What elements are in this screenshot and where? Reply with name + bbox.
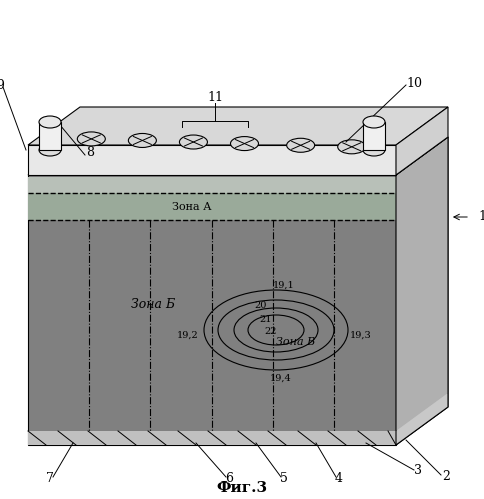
Text: 6: 6	[225, 473, 233, 486]
Text: 3: 3	[414, 464, 422, 477]
Text: 19,3: 19,3	[350, 330, 372, 339]
Ellipse shape	[287, 138, 315, 152]
Polygon shape	[28, 431, 396, 445]
Polygon shape	[396, 137, 448, 431]
Text: 8: 8	[86, 147, 94, 160]
Text: 1: 1	[478, 211, 484, 224]
Polygon shape	[396, 393, 448, 445]
Text: 7: 7	[46, 473, 54, 486]
Polygon shape	[396, 107, 448, 175]
Text: Зона А: Зона А	[172, 202, 212, 212]
Text: 19,4: 19,4	[270, 373, 292, 383]
Text: 21: 21	[260, 315, 272, 324]
Ellipse shape	[39, 144, 61, 156]
Text: 19,1: 19,1	[273, 280, 295, 289]
Ellipse shape	[363, 116, 385, 128]
Polygon shape	[28, 107, 448, 145]
Ellipse shape	[180, 135, 208, 149]
Ellipse shape	[338, 140, 366, 154]
Polygon shape	[363, 122, 385, 150]
Text: 20: 20	[255, 301, 267, 310]
Text: 2: 2	[442, 471, 450, 484]
Ellipse shape	[77, 132, 106, 146]
Ellipse shape	[128, 133, 156, 148]
Text: Зона В: Зона В	[276, 337, 316, 347]
Polygon shape	[28, 193, 396, 220]
Text: Зона Б: Зона Б	[131, 298, 175, 311]
Text: 11: 11	[207, 90, 223, 103]
Text: 9: 9	[0, 78, 4, 91]
Text: Фиг.3: Фиг.3	[216, 481, 268, 495]
Ellipse shape	[363, 144, 385, 156]
Text: 22: 22	[265, 327, 277, 336]
Ellipse shape	[230, 137, 258, 151]
Ellipse shape	[39, 116, 61, 128]
Text: 4: 4	[335, 473, 343, 486]
Polygon shape	[28, 175, 396, 445]
Text: 10: 10	[406, 76, 422, 89]
Polygon shape	[28, 137, 448, 175]
Polygon shape	[39, 122, 61, 150]
Polygon shape	[28, 145, 396, 175]
Polygon shape	[28, 177, 396, 193]
Text: 5: 5	[280, 473, 288, 486]
Polygon shape	[396, 137, 448, 445]
Text: 19,2: 19,2	[177, 330, 199, 339]
